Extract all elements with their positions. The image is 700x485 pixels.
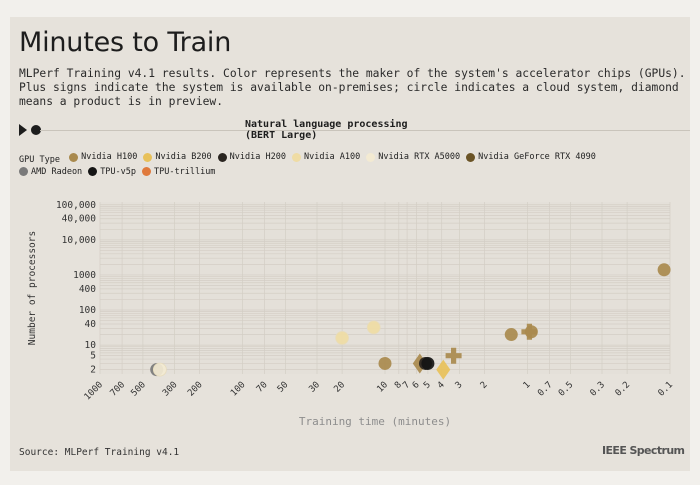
legend-label: TPU-trillium (154, 166, 216, 177)
y-tick-label: 40,000 (62, 214, 97, 225)
brand-logo: IEEE Spectrum (602, 444, 685, 457)
scatter-chart: 1000 700 500 300 200 100 70 50 30 20 10 876 5 4 3 2 1 0.7… (27, 200, 676, 428)
legend-item[interactable]: Nvidia H200 (217, 151, 286, 163)
x-tick-label: 700 (109, 380, 128, 399)
data-point-circle[interactable] (335, 331, 350, 345)
legend-item[interactable]: Nvidia RTX A5000 (366, 151, 460, 163)
slider-label-line1: Natural language processing (245, 119, 408, 130)
y-tick-label: 400 (79, 284, 96, 295)
legend-item[interactable]: AMD Radeon (19, 166, 82, 178)
legend-item[interactable]: Nvidia A100 (291, 151, 361, 163)
legend-swatch (143, 152, 153, 162)
y-tick-label: 10 (85, 340, 97, 351)
x-tick-label: 5 (422, 380, 433, 391)
x-tick-label: 500 (129, 380, 148, 399)
x-axis-title: Training time (minutes) (299, 415, 451, 428)
x-tick-label: 8 (393, 380, 404, 391)
legend: GPU Type Nvidia H100 Nvidia B200 Nvidia H2… (19, 151, 639, 180)
slider-label: Natural language processing (BERT Large) (245, 119, 408, 141)
data-point-diamond[interactable] (436, 359, 451, 380)
x-tick-label: 30 (307, 380, 322, 395)
source-note: Source: MLPerf Training v4.1 (19, 447, 180, 458)
page-title: Minutes to Train (19, 27, 232, 58)
x-tick-label: 300 (161, 380, 180, 399)
legend-title: GPU Type (19, 154, 60, 165)
legend-swatch (142, 167, 152, 176)
data-point-circle[interactable] (504, 328, 518, 342)
x-tick-label: 0.5 (557, 380, 576, 399)
x-tick-label: 3 (454, 380, 465, 391)
x-tick-label: 2 (479, 380, 490, 391)
x-tick-label: 0.3 (589, 380, 608, 399)
legend-swatch (466, 152, 476, 162)
legend-item[interactable]: Nvidia B200 (143, 151, 212, 163)
data-point-circle[interactable] (421, 356, 435, 370)
legend-swatch (217, 152, 227, 162)
data-point-circle[interactable] (152, 362, 167, 377)
x-tick-label: 20 (332, 380, 347, 395)
slider-handle[interactable] (31, 125, 41, 135)
data-point-circle[interactable] (378, 356, 392, 370)
legend-label: Nvidia RTX A5000 (378, 152, 461, 162)
legend-swatch (69, 152, 79, 162)
y-tick-label: 5 (90, 351, 96, 362)
play-icon[interactable] (19, 124, 27, 136)
y-axis-title: Number of processors (27, 231, 38, 345)
legend-label: Nvidia H100 (81, 152, 138, 162)
x-tick-label: 70 (255, 380, 270, 395)
legend-swatch (291, 152, 301, 162)
x-tick-label: 0.2 (614, 380, 633, 399)
x-tick-label: 10 (375, 380, 390, 395)
y-tick-label: 100,000 (56, 200, 96, 211)
legend-swatch (19, 167, 28, 176)
x-tick-label: 4 (436, 380, 447, 391)
y-tick-label: 1000 (73, 270, 96, 281)
legend-label: Nvidia H200 (229, 152, 286, 162)
x-tick-label: 0.1 (657, 380, 676, 399)
slider-label-line2: (BERT Large) (245, 130, 318, 141)
legend-swatch (88, 167, 98, 176)
x-tick-label: 0.7 (536, 380, 555, 399)
x-tick-label: 1000 (83, 380, 105, 402)
legend-label: TPU-v5p (100, 166, 137, 177)
data-point-plus[interactable] (445, 347, 462, 364)
data-point-circle[interactable] (524, 325, 538, 339)
legend-item[interactable]: Nvidia H100 (69, 151, 137, 163)
legend-label: AMD Radeon (31, 166, 83, 177)
chart-subtitle: MLPerf Training v4.1 results. Color repr… (19, 67, 686, 108)
play-controls (19, 124, 41, 136)
chart-card: Minutes to Train MLPerf Training v4.1 re… (10, 17, 690, 471)
legend-label: Nvidia B200 (155, 152, 212, 162)
legend-swatch (366, 152, 376, 162)
x-tick-label: 100 (229, 380, 248, 399)
legend-item[interactable]: TPU-v5p (88, 166, 136, 178)
y-tick-label: 100 (79, 305, 96, 316)
legend-label: Nvidia A100 (303, 152, 361, 162)
y-tick-label: 2 (90, 365, 96, 376)
legend-label: Nvidia GeForce RTX 4090 (478, 152, 596, 162)
slider-track[interactable] (40, 130, 690, 131)
legend-item[interactable]: TPU-trillium (142, 166, 215, 178)
x-tick-label: 1 (522, 380, 533, 391)
legend-item[interactable]: Nvidia GeForce RTX 4090 (466, 151, 596, 163)
y-tick-label: 40 (85, 319, 97, 330)
data-point-circle[interactable] (366, 320, 381, 335)
x-tick-label: 7 (401, 380, 412, 391)
data-point-circle[interactable] (657, 263, 671, 277)
x-tick-label: 200 (186, 380, 205, 399)
x-tick-label: 6 (411, 380, 422, 391)
y-tick-label: 10,000 (62, 235, 97, 246)
x-tick-label: 50 (276, 380, 291, 395)
